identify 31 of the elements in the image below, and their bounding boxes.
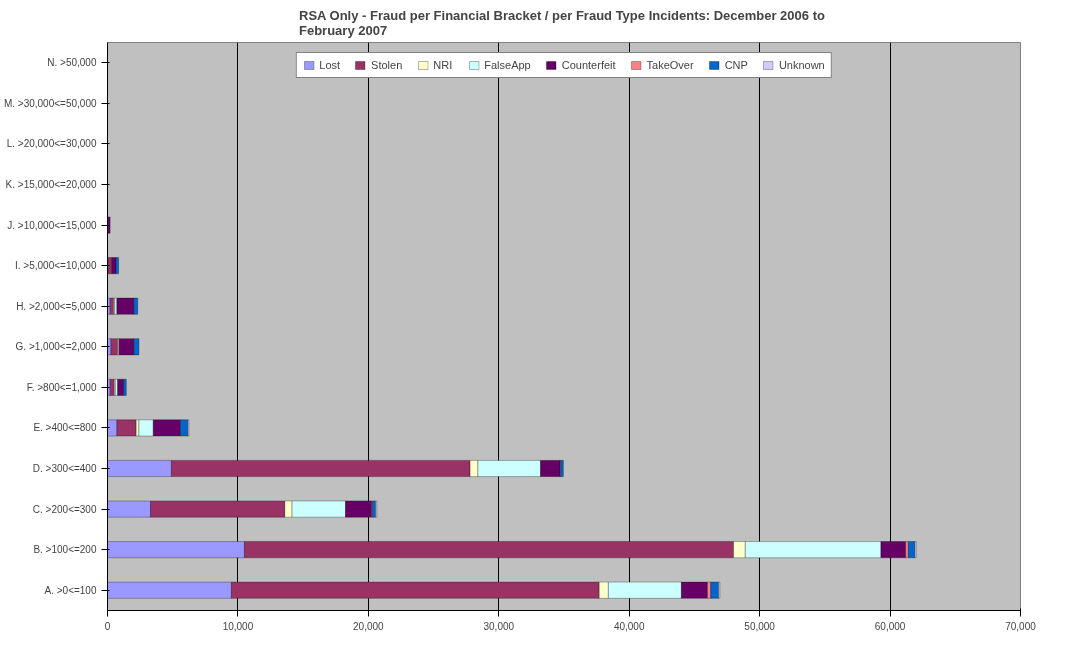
x-tick-label: 30,000 <box>483 620 515 632</box>
y-tick-label: I. >5,000<=10,000 <box>15 260 97 272</box>
y-tick-label: M. >30,000<=50,000 <box>3 97 97 109</box>
y-tick-label: G. >1,000<=2,000 <box>15 341 97 353</box>
y-tick-label: F. >800<=1,000 <box>26 381 97 393</box>
y-tick-label: E. >400<=800 <box>33 422 97 434</box>
legend-label: NRI <box>433 59 454 71</box>
legend-label: Unknown <box>778 59 825 71</box>
x-tick-label: 40,000 <box>613 620 645 632</box>
x-tick-label: 70,000 <box>1005 620 1037 632</box>
y-tick-label: A. >0<=100 <box>44 584 97 596</box>
y-tick-label: C. >200<=300 <box>32 503 97 515</box>
x-tick-label: 20,000 <box>353 620 385 632</box>
y-tick-label: N. >50,000 <box>47 57 97 69</box>
legend-label: TakeOver <box>646 59 694 71</box>
y-tick-label: D. >300<=400 <box>32 463 97 474</box>
y-tick-label: K. >15,000<=20,000 <box>5 179 97 190</box>
x-tick-label: 10,000 <box>222 620 254 632</box>
x-tick-label: 50,000 <box>744 620 776 632</box>
x-tick-label: 60,000 <box>874 620 906 632</box>
y-tick-label: H. >2,000<=5,000 <box>16 300 97 312</box>
y-tick-label: L. >20,000<=30,000 <box>6 138 97 150</box>
y-tick-label: J. >10,000<=15,000 <box>7 219 97 231</box>
x-tick-label: 0 <box>104 620 111 632</box>
legend-label: Lost <box>319 59 341 71</box>
legend-label: CNP <box>724 59 748 71</box>
legend-label: FalseApp <box>484 59 531 71</box>
legend-label: Counterfeit <box>561 59 616 71</box>
y-tick-label: B. >100<=200 <box>33 544 97 556</box>
legend-label: Stolen <box>371 59 403 71</box>
chart-title: RSA Only - Fraud per Financial Bracket / per Fraud Type Incidents: December 2006 to February 2007 <box>298 7 825 38</box>
